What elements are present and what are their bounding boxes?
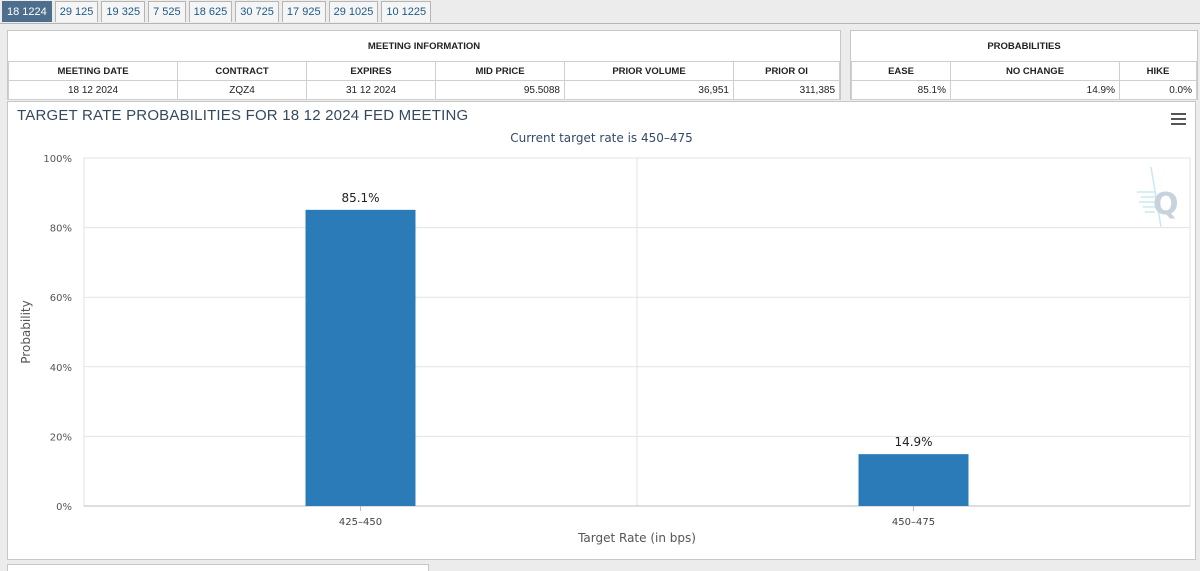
data-label: 14.9% [894, 435, 932, 449]
hamburger-menu-icon[interactable] [1171, 113, 1186, 125]
value-meeting-date: 18 12 2024 [8, 80, 178, 100]
value-contract: ZQZ4 [177, 80, 307, 100]
meeting-information-table: MEETING INFORMATION MEETING DATE CONTRAC… [8, 31, 840, 100]
header-no-change: NO CHANGE [950, 61, 1120, 81]
bar-chart: 0% 20% 40% 60% 80% 100% 85.1% 425–450 14.9% 450–4… [19, 154, 1191, 545]
header-contract: CONTRACT [177, 61, 307, 81]
bar-0 [305, 209, 416, 506]
chart-title: TARGET RATE PROBABILITIES FOR 18 12 2024… [17, 107, 469, 124]
y-tick-label: 40% [50, 363, 72, 374]
value-ease: 85.1% [851, 80, 951, 100]
header-mid-price: MID PRICE [435, 61, 565, 81]
value-prior-volume: 36,951 [564, 80, 734, 100]
tab-divider [0, 23, 1200, 24]
x-tick-label: 425–450 [339, 517, 382, 528]
meeting-information-panel: MEETING INFORMATION MEETING DATE CONTRAC… [7, 30, 841, 100]
svg-text:Q: Q [1153, 187, 1179, 222]
tab-7-525[interactable]: 7 525 [148, 1, 186, 22]
meeting-information-title: MEETING INFORMATION [8, 31, 840, 62]
header-prior-oi: PRIOR OI [733, 61, 840, 81]
y-tick-label: 100% [43, 154, 72, 165]
value-no-change: 14.9% [950, 80, 1120, 100]
header-prior-volume: PRIOR VOLUME [564, 61, 734, 81]
x-tick-label: 450–475 [892, 517, 935, 528]
x-axis-title: Target Rate (in bps) [577, 531, 696, 545]
value-prior-oi: 311,385 [733, 80, 840, 100]
bar-1 [858, 454, 969, 506]
probabilities-table: PROBABILITIES EASE NO CHANGE HIKE 85.1% … [851, 31, 1197, 100]
chart-panel: TARGET RATE PROBABILITIES FOR 18 12 2024… [7, 101, 1196, 560]
y-tick-label: 0% [56, 502, 72, 513]
tab-19-325[interactable]: 19 325 [101, 1, 146, 22]
y-tick-label: 20% [50, 432, 72, 443]
tab-17-925[interactable]: 17 925 [281, 1, 326, 22]
data-label: 85.1% [341, 191, 379, 205]
tab-30-725[interactable]: 30 725 [235, 1, 279, 22]
y-tick-label: 60% [50, 293, 72, 304]
chart-subtitle: Current target rate is 450–475 [510, 131, 693, 145]
bottom-panel-edge [7, 564, 429, 571]
probabilities-title: PROBABILITIES [851, 31, 1197, 62]
q-logo-icon: Q [1137, 166, 1179, 228]
header-ease: EASE [851, 61, 951, 81]
header-hike: HIKE [1119, 61, 1197, 81]
value-hike: 0.0% [1119, 80, 1197, 100]
probabilities-panel: PROBABILITIES EASE NO CHANGE HIKE 85.1% … [850, 30, 1198, 100]
header-expires: EXPIRES [306, 61, 436, 81]
header-meeting-date: MEETING DATE [8, 61, 178, 81]
value-mid-price: 95.5088 [435, 80, 565, 100]
y-axis-title: Probability [19, 300, 33, 363]
tab-18-1224[interactable]: 18 1224 [2, 1, 52, 22]
tab-29-1025[interactable]: 29 1025 [328, 1, 379, 22]
tab-18-625[interactable]: 18 625 [188, 1, 233, 22]
value-expires: 31 12 2024 [306, 80, 436, 100]
tab-10-1225[interactable]: 10 1225 [381, 1, 432, 22]
tab-29-125[interactable]: 29 125 [54, 1, 99, 22]
y-tick-label: 80% [50, 224, 72, 235]
meeting-date-tabs: 18 1224 29 125 19 325 7 525 18 625 30 725 17 9… [2, 1, 434, 23]
